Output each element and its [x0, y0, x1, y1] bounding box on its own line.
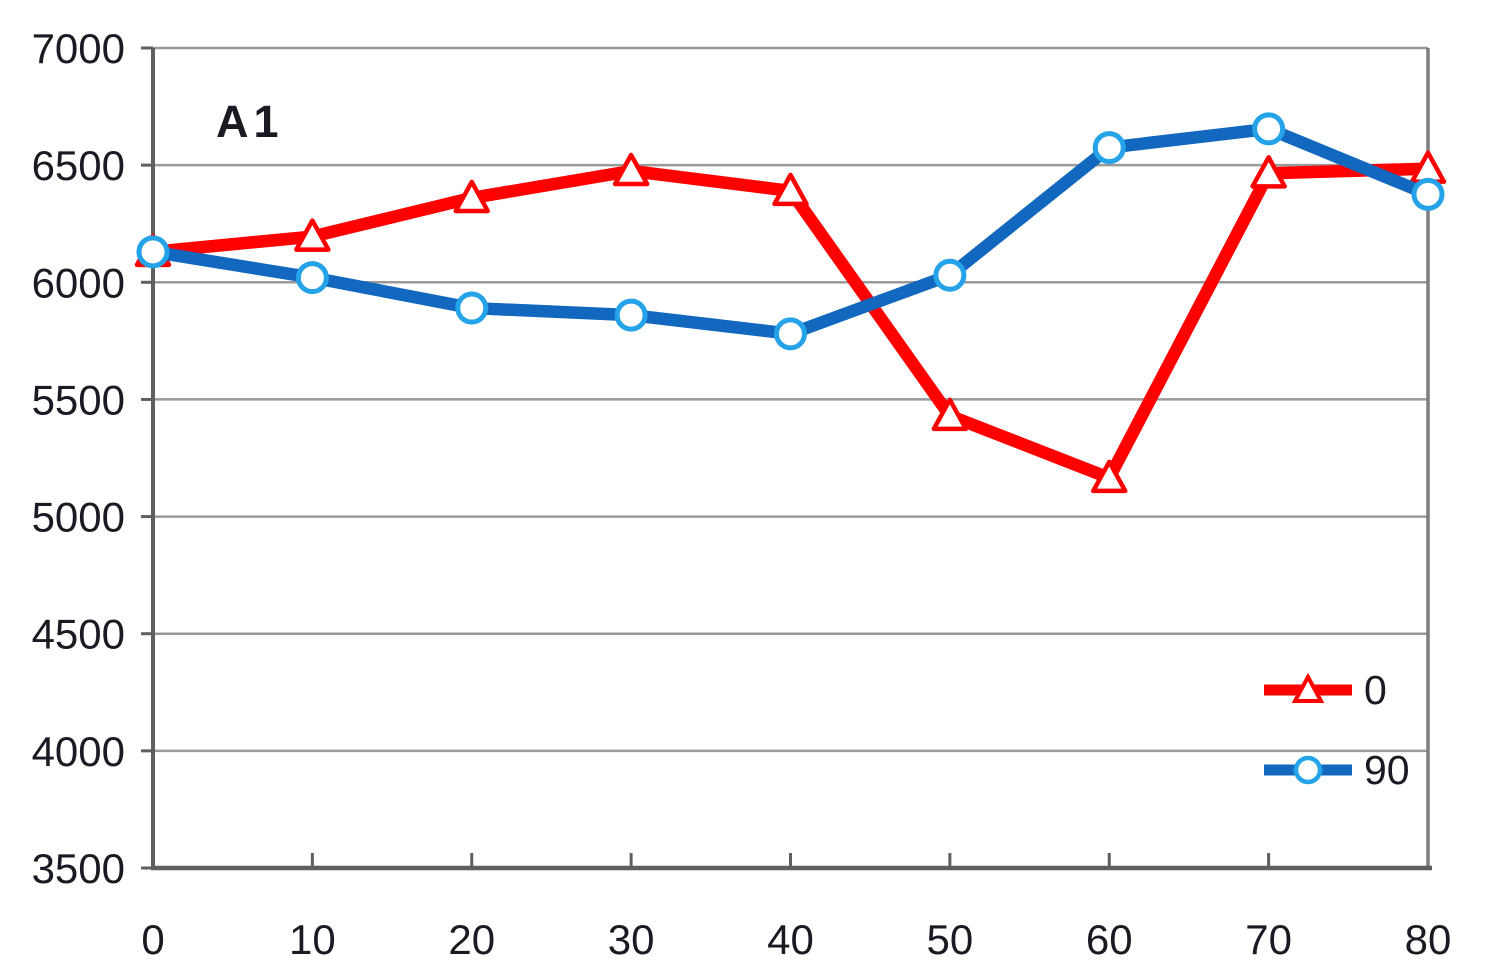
data-point-marker — [1250, 155, 1287, 189]
x-tick-label: 20 — [448, 916, 495, 963]
x-tick-label: 70 — [1245, 916, 1292, 963]
data-point-marker — [1252, 112, 1286, 146]
legend-circle-marker-icon — [1293, 755, 1323, 785]
legend: 0 90 — [1262, 669, 1410, 791]
data-point-marker — [774, 317, 807, 351]
y-tick-label: 7000 — [32, 25, 125, 72]
data-point-marker — [453, 179, 490, 214]
data-point-marker — [931, 397, 969, 432]
y-tick-label: 5000 — [32, 494, 125, 541]
data-point-marker — [933, 258, 967, 292]
legend-item-series-0: 0 — [1262, 669, 1410, 711]
data-point-marker — [614, 298, 648, 332]
y-tick-label: 4000 — [32, 728, 125, 775]
data-point-marker — [295, 261, 329, 295]
legend-item-series-90: 90 — [1262, 749, 1410, 791]
legend-triangle-marker-icon — [1291, 672, 1325, 703]
legend-marker-triangle-icon — [1262, 670, 1354, 710]
x-tick-label: 60 — [1086, 916, 1133, 963]
data-point-marker — [294, 218, 331, 252]
x-tick-label: 30 — [608, 916, 655, 963]
data-point-marker — [1092, 131, 1126, 165]
x-tick-label: 0 — [141, 916, 164, 963]
y-tick-label: 5500 — [32, 376, 125, 423]
legend-label-series-0: 0 — [1364, 667, 1387, 713]
x-tick-label: 40 — [767, 916, 814, 963]
data-point-marker — [136, 235, 170, 269]
y-tick-label: 4500 — [32, 611, 125, 658]
x-tick-label: 80 — [1405, 916, 1452, 963]
x-tick-label: 10 — [289, 916, 336, 963]
data-point-marker — [772, 172, 809, 207]
data-point-marker — [1411, 177, 1445, 211]
data-point-marker — [1091, 459, 1128, 494]
data-point-marker — [612, 152, 650, 187]
y-tick-label: 6500 — [32, 142, 125, 189]
legend-swatch-svg — [1264, 755, 1352, 785]
x-tick-label: 50 — [927, 916, 974, 963]
y-tick-label: 6000 — [32, 259, 125, 306]
legend-marker-circle-icon — [1262, 750, 1354, 790]
y-tick-label: 3500 — [32, 845, 125, 892]
legend-label-series-90: 90 — [1364, 747, 1410, 793]
data-point-marker — [455, 291, 489, 325]
chart-title: A1 — [216, 96, 284, 147]
legend-swatch-svg — [1264, 672, 1352, 703]
